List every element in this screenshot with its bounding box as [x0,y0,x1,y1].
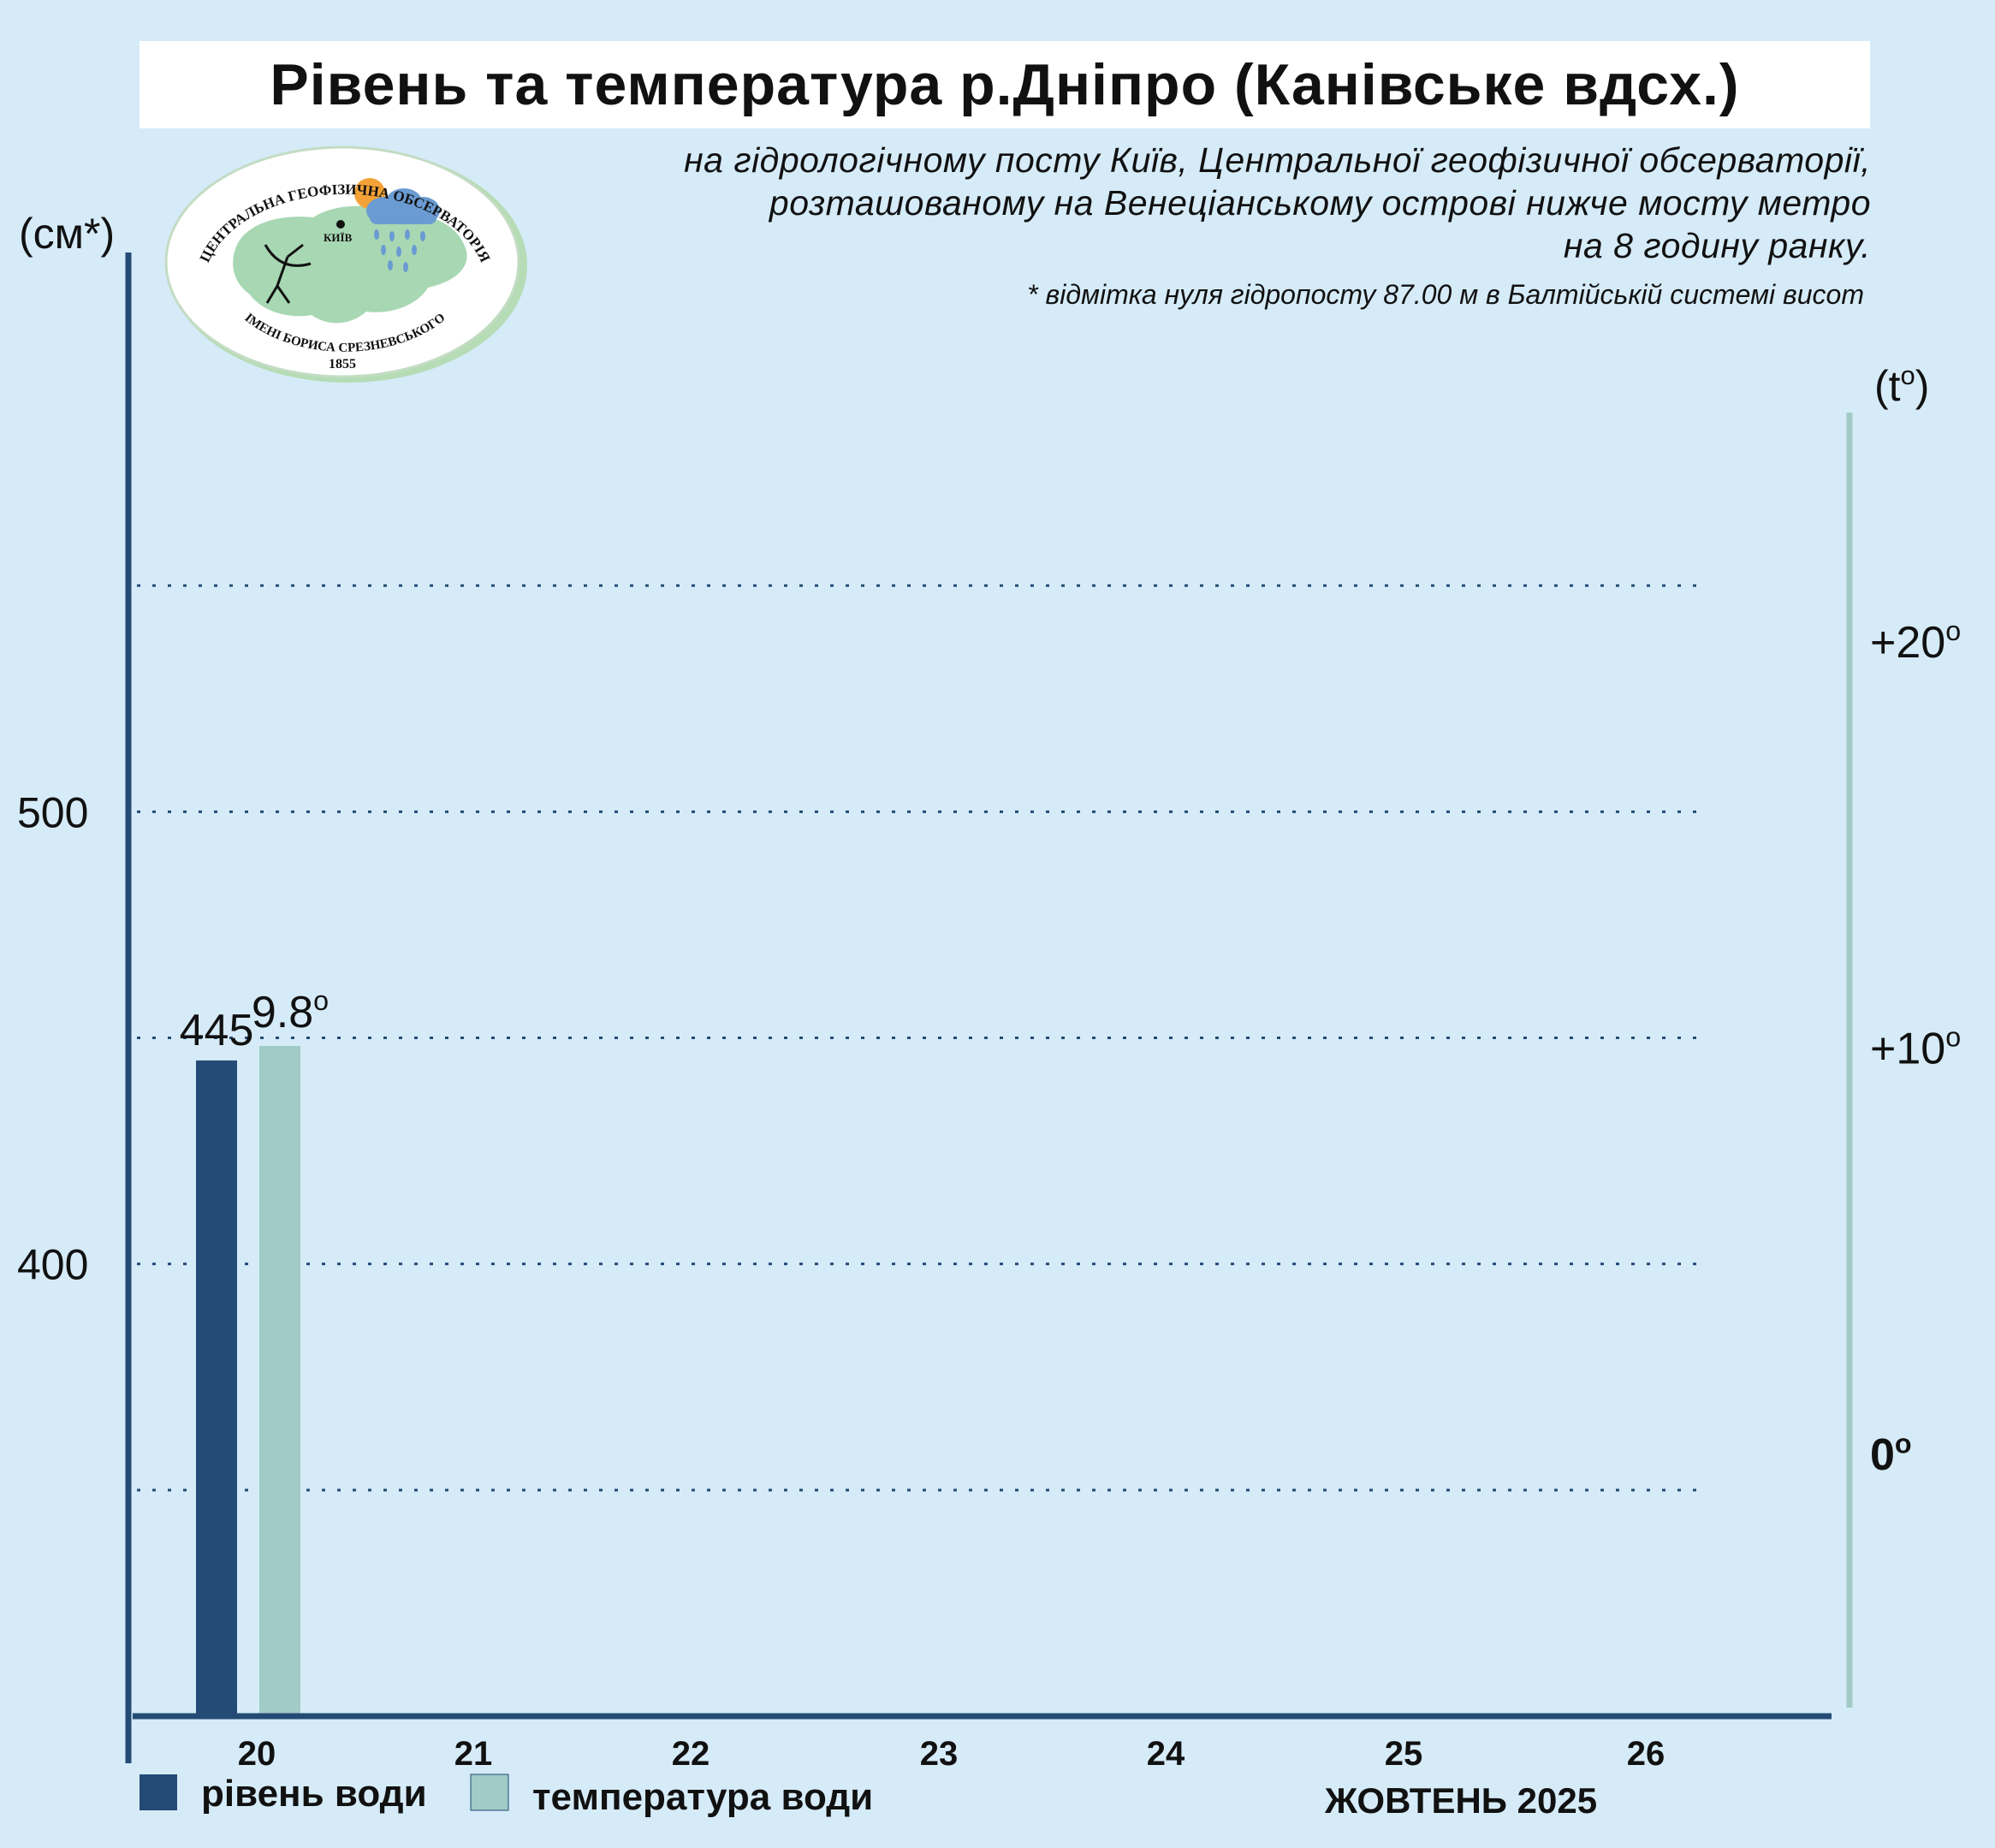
rain-icon [374,229,425,272]
subtitle-line-2: розташованому на Венеціанському острові … [769,183,1871,223]
kyiv-dot-icon [336,220,345,229]
level-value-label: 445 [180,1006,254,1055]
bars [196,1045,300,1716]
right-tick-label: +10o [1870,1022,1961,1074]
x-tick-label: 24 [1147,1735,1185,1773]
logo-year: 1855 [329,357,356,371]
x-tick-label: 23 [920,1735,959,1773]
legend-label-temperature: температура води [532,1776,873,1818]
x-tick-label: 22 [672,1735,710,1773]
temperature-bar [259,1045,300,1716]
legend: рівень води температура води [140,1773,873,1818]
chart-title: Рівень та температура р.Дніпро (Канівськ… [270,52,1740,117]
x-axis-title: ЖОВТЕНЬ 2025 [1324,1780,1597,1821]
grid-lines [137,584,1703,1492]
x-tick-label: 26 [1627,1735,1665,1773]
left-tick-label: 500 [17,788,88,836]
right-tick-label: 0o [1870,1428,1912,1480]
subtitle-line-3: на 8 годину ранку. [1563,226,1871,265]
x-tick-label: 21 [454,1735,493,1773]
subtitle: на гідрологічному посту Київ, Центрально… [502,139,1871,267]
x-tick-label: 20 [238,1735,276,1773]
x-tick-label: 25 [1385,1735,1423,1773]
level-bar [196,1060,237,1716]
satellite-dish-icon [264,243,312,304]
footnote: * відмітка нуля гідропосту 87.00 м в Бал… [1027,279,1864,310]
subtitle-line-1: на гідрологічному посту Київ, Центрально… [684,140,1871,180]
axes [125,253,1853,1763]
temperature-value-label: 9.8o [252,985,329,1037]
legend-label-level: рівень води [201,1773,427,1815]
left-tick-label: 400 [17,1241,88,1289]
right-tick-label: +20o [1870,615,1961,668]
title-box: Рівень та температура р.Дніпро (Канівськ… [140,41,1870,128]
logo-city: КИЇВ [324,231,353,244]
left-axis-title: (см*) [19,210,115,258]
legend-swatch-level [140,1774,177,1810]
legend-swatch-temperature [470,1774,509,1811]
cloud-icon [366,188,440,224]
right-axis-title: (to) [1874,360,1929,410]
observatory-logo: КИЇВ ЦЕНТРАЛЬНА ГЕОФІЗИЧНА ОБСЕРВАТОРІЯ … [164,146,527,383]
